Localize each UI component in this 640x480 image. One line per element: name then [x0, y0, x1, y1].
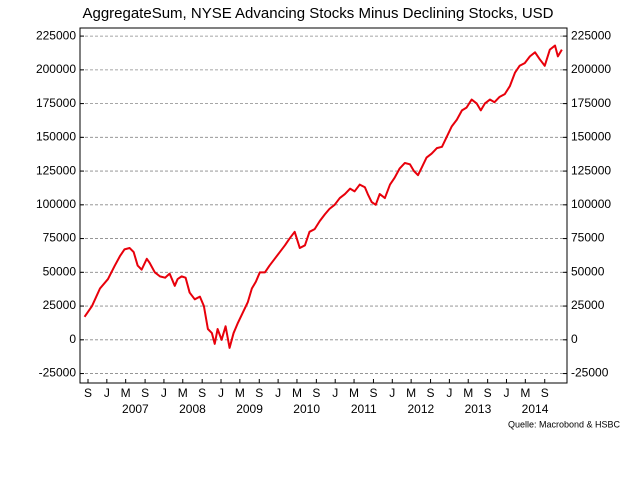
year-label: 2013: [465, 402, 492, 416]
y-tick-label: 75000: [43, 231, 77, 245]
x-tick-label: J: [161, 386, 167, 400]
y2-tick-label: 200000: [571, 62, 611, 76]
x-tick-label: M: [292, 386, 302, 400]
x-tick-label: J: [446, 386, 452, 400]
x-tick-label: S: [427, 386, 435, 400]
x-tick-label: J: [389, 386, 395, 400]
x-tick-label: S: [84, 386, 92, 400]
chart-title: AggregateSum, NYSE Advancing Stocks Minu…: [82, 5, 553, 22]
x-tick-label: J: [275, 386, 281, 400]
x-tick-label: M: [406, 386, 416, 400]
y-tick-label: 125000: [36, 163, 76, 177]
x-tick-label: M: [121, 386, 131, 400]
y2-tick-label: 100000: [571, 197, 611, 211]
y2-tick-label: 150000: [571, 130, 611, 144]
year-label: 2007: [122, 402, 149, 416]
year-label: 2014: [522, 402, 549, 416]
x-tick-label: S: [369, 386, 377, 400]
x-tick-label: M: [520, 386, 530, 400]
y-tick-label: 0: [69, 332, 76, 346]
y-tick-label: 150000: [36, 130, 76, 144]
year-label: 2011: [351, 402, 377, 416]
y2-tick-label: 25000: [571, 298, 605, 312]
y-tick-label: -25000: [39, 366, 77, 380]
x-tick-label: S: [255, 386, 263, 400]
y2-tick-label: 75000: [571, 231, 605, 245]
x-tick-label: M: [235, 386, 245, 400]
x-tick-label: M: [463, 386, 473, 400]
x-tick-label: M: [178, 386, 188, 400]
year-label: 2012: [407, 402, 434, 416]
x-tick-label: J: [503, 386, 509, 400]
year-label: 2009: [236, 402, 263, 416]
x-tick-label: M: [349, 386, 359, 400]
y2-tick-label: 175000: [571, 96, 611, 110]
y2-tick-label: 0: [571, 332, 578, 346]
x-tick-label: J: [104, 386, 110, 400]
plot-frame: [79, 27, 568, 384]
year-label: 2010: [293, 402, 320, 416]
data-line: [83, 44, 563, 349]
x-tick-label: S: [198, 386, 206, 400]
x-tick-label: S: [141, 386, 149, 400]
y-tick-label: 175000: [36, 96, 76, 110]
y2-tick-label: 50000: [571, 264, 605, 278]
y2-tick-label: -25000: [571, 366, 609, 380]
x-tick-label: S: [484, 386, 492, 400]
y2-tick-label: 225000: [571, 28, 611, 42]
y-tick-label: 50000: [43, 264, 77, 278]
y2-tick-label: 125000: [571, 163, 611, 177]
x-tick-label: J: [332, 386, 338, 400]
year-label: 2008: [179, 402, 206, 416]
x-tick-label: S: [312, 386, 320, 400]
y-tick-label: 25000: [43, 298, 77, 312]
y-tick-label: 225000: [36, 28, 76, 42]
x-tick-label: J: [218, 386, 224, 400]
y-tick-label: 100000: [36, 197, 76, 211]
x-tick-label: S: [541, 386, 549, 400]
source-note: Quelle: Macrobond & HSBC: [508, 419, 621, 429]
y-tick-label: 200000: [36, 62, 76, 76]
